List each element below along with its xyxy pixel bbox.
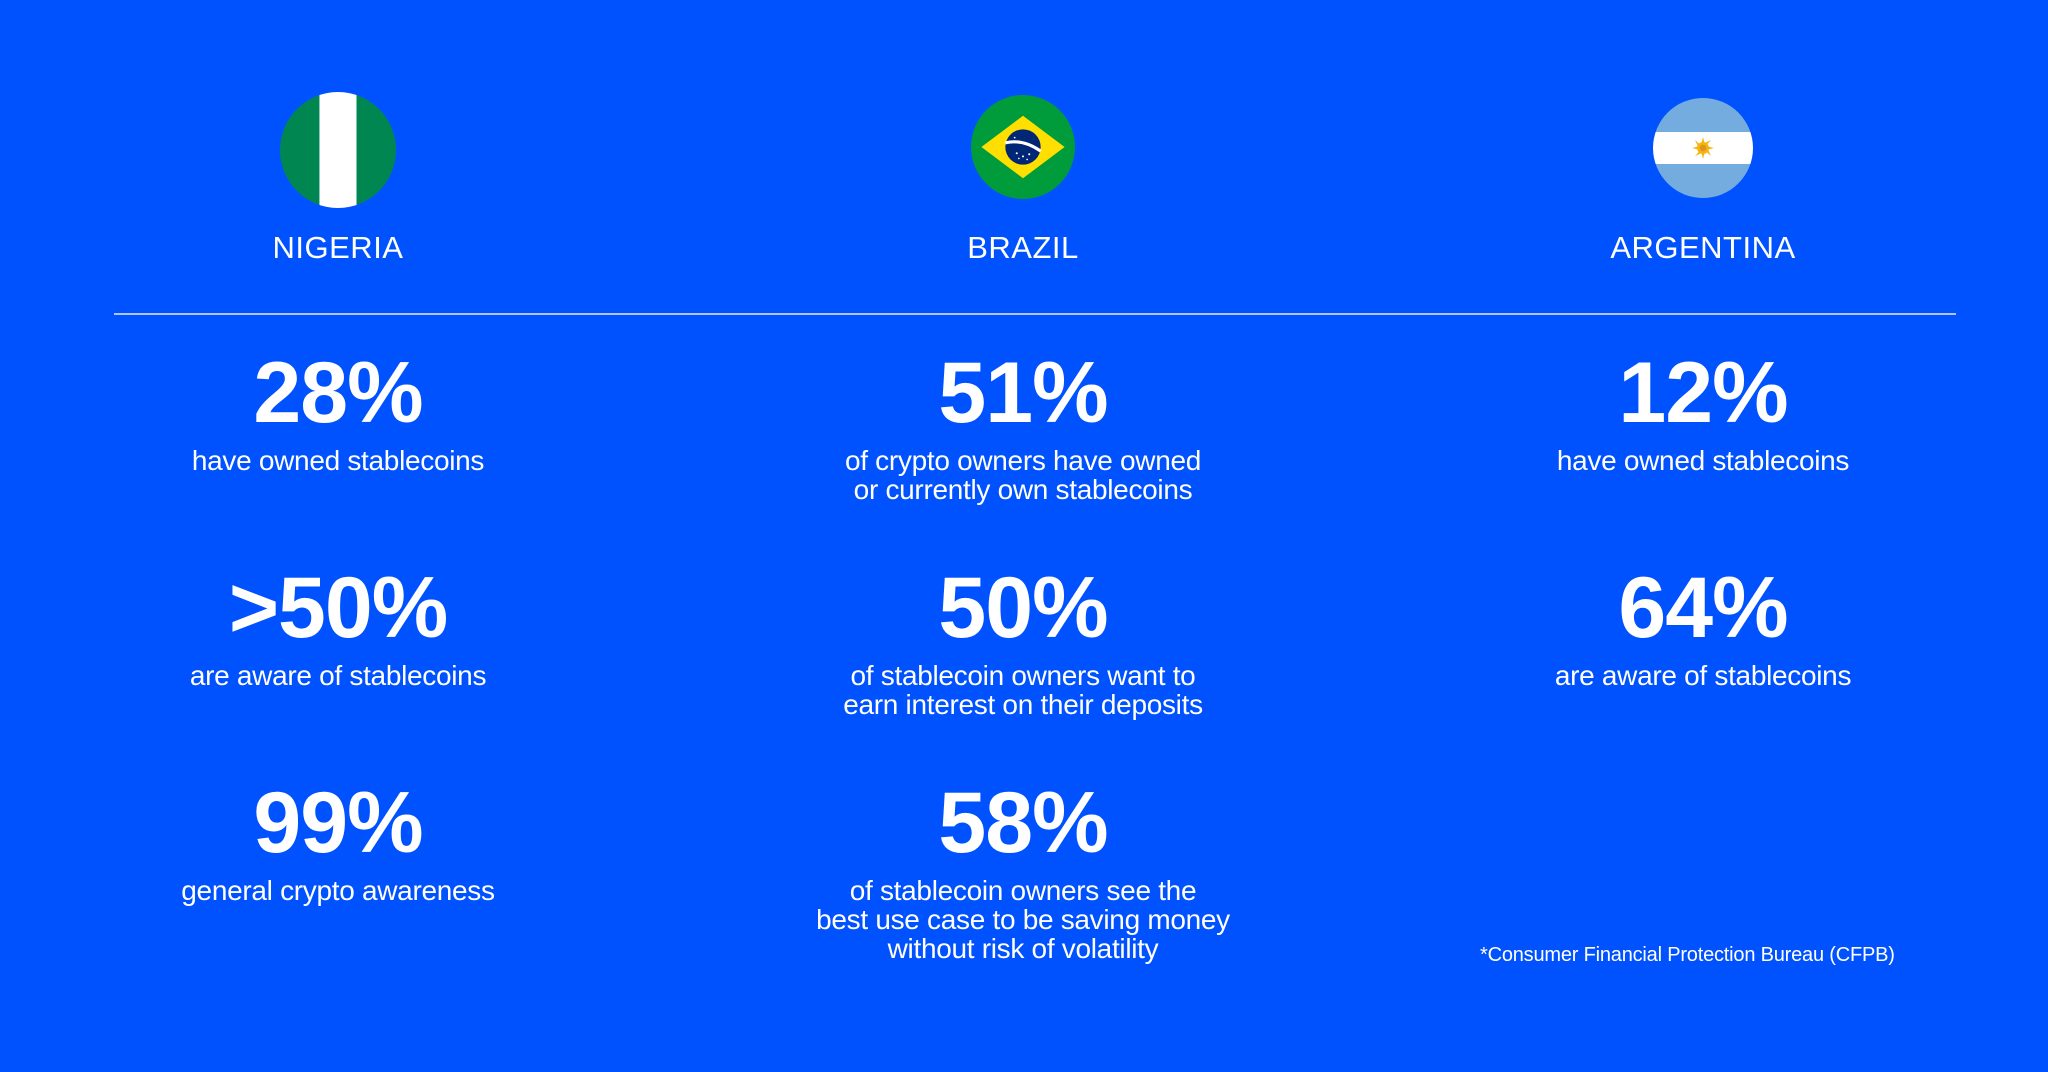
source-footnote: *Consumer Financial Protection Bureau (C… <box>1480 944 1895 966</box>
stat-description: of stablecoin owners want to earn interes… <box>843 660 1203 720</box>
country-name: NIGERIA <box>272 230 404 265</box>
header-divider <box>114 313 1956 315</box>
stat-block: 51% of crypto owners have owned or curren… <box>763 350 1283 504</box>
stat-block: 50% of stablecoin owners want to earn int… <box>763 565 1283 719</box>
stat-value: >50% <box>228 560 448 656</box>
stat-value: 51% <box>938 345 1108 441</box>
stat-value: 12% <box>1618 345 1788 441</box>
stat-description: have owned stablecoins <box>1556 445 1850 476</box>
stat-description: have owned stablecoins <box>191 445 485 476</box>
country-name: BRAZIL <box>967 230 1079 265</box>
argentina-flag-icon <box>1653 98 1753 198</box>
stat-description: of stablecoin owners see the best use cas… <box>816 875 1230 964</box>
nigeria-flag-icon <box>280 92 396 208</box>
stat-block: 58% of stablecoin owners see the best use… <box>763 780 1283 963</box>
stat-description: of crypto owners have owned or currently … <box>844 445 1202 505</box>
brazil-flag-icon <box>971 95 1075 199</box>
stat-value: 99% <box>253 775 423 871</box>
stat-block: >50% are aware of stablecoins <box>78 565 598 690</box>
stat-description: are aware of stablecoins <box>189 660 487 691</box>
stat-description: general crypto awareness <box>181 875 495 906</box>
stat-value: 50% <box>938 560 1108 656</box>
stat-value: 28% <box>253 345 423 441</box>
country-name: ARGENTINA <box>1610 230 1796 265</box>
stat-description: are aware of stablecoins <box>1554 660 1852 691</box>
stat-value: 64% <box>1618 560 1788 656</box>
stat-block: 99% general crypto awareness <box>78 780 598 905</box>
stat-block: 28% have owned stablecoins <box>78 350 598 475</box>
stat-block: 64% are aware of stablecoins <box>1443 565 1963 690</box>
stat-value: 58% <box>938 775 1108 871</box>
stat-block: 12% have owned stablecoins <box>1443 350 1963 475</box>
